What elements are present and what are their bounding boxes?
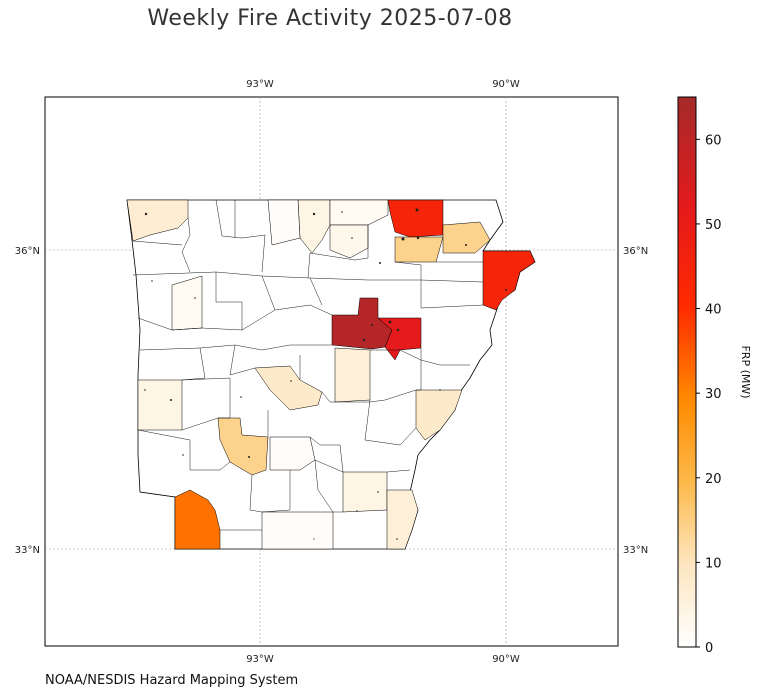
county-south-center xyxy=(217,417,269,476)
colorbar-tick-label: 40 xyxy=(705,303,722,318)
county-ne-orange-2 xyxy=(442,221,491,254)
colorbar-label: FRP (MW) xyxy=(739,345,752,398)
county-north-c xyxy=(329,224,369,259)
colorbar xyxy=(677,96,697,648)
colorbar-tick-label: 20 xyxy=(705,472,722,487)
gridlines xyxy=(45,97,618,646)
county-ne-red xyxy=(387,199,444,238)
county-central-light xyxy=(334,347,371,403)
county-west-mid xyxy=(137,379,183,431)
lat-tick-right-36: 36°N xyxy=(623,246,648,257)
county-south-east-b xyxy=(386,489,419,550)
county-central-orange xyxy=(254,365,323,411)
county-borders xyxy=(132,199,484,531)
county-central-red xyxy=(377,317,422,361)
colorbar-tick-label: 0 xyxy=(705,641,713,656)
lat-tick-left-36: 36°N xyxy=(15,246,40,257)
county-north-d xyxy=(267,199,301,246)
colorbar-tick-label: 30 xyxy=(705,387,722,402)
county-north-b xyxy=(329,199,389,226)
county-central-dark xyxy=(331,297,393,350)
county-south-strip xyxy=(261,511,334,550)
fire-detections xyxy=(144,208,507,540)
lon-tick-bottom-90: 90°W xyxy=(492,654,520,665)
colorbar-tick-label: 50 xyxy=(705,218,722,233)
county-sw-orange xyxy=(174,489,221,550)
county-south-east-a xyxy=(342,471,388,513)
county-ne-orange-1 xyxy=(394,236,444,263)
county-east-red xyxy=(482,250,536,311)
credit-text: NOAA/NESDIS Hazard Mapping System xyxy=(45,673,299,688)
colorbar-tick-label: 10 xyxy=(705,556,722,571)
lon-tick-top-90: 90°W xyxy=(492,79,520,90)
county-south-light xyxy=(269,436,316,471)
lon-tick-bottom-93: 93°W xyxy=(246,654,274,665)
lat-tick-right-33: 33°N xyxy=(623,545,648,556)
map-title: Weekly Fire Activity 2025-07-08 xyxy=(147,6,513,31)
lon-tick-top-93: 93°W xyxy=(246,79,274,90)
lat-tick-left-33: 33°N xyxy=(15,545,40,556)
county-west-light xyxy=(171,275,203,331)
colorbar-tick-label: 60 xyxy=(705,133,722,148)
